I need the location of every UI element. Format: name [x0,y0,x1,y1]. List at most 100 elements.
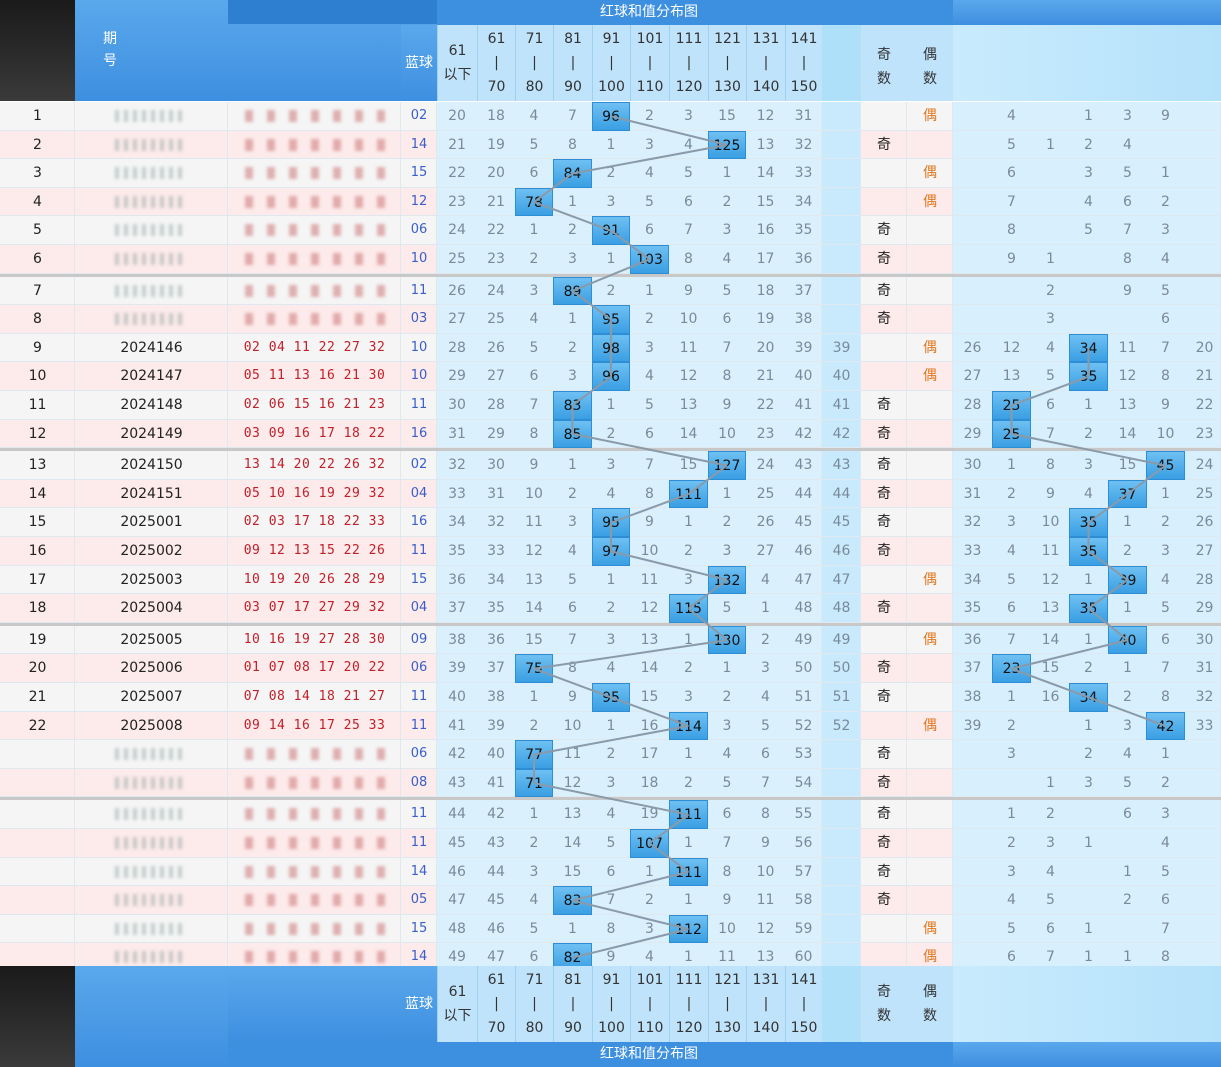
sum-cell: 1 [606,136,616,153]
row-bg-5 [822,102,861,131]
row-bg-7 [907,914,953,944]
sum-cell: 30 [487,457,505,474]
issue-blurred [115,865,185,878]
header-range-4-line-2: 100 [598,79,625,95]
sum-cell: 25 [756,485,775,502]
row-bg-7 [907,419,953,449]
sum-cell: 8 [722,368,732,385]
right-highlight: 37 [1108,479,1147,509]
header-range-5: 101 | 110 [630,25,669,101]
header-odd-cell: 奇 数 [861,25,907,101]
row-number: 14 [28,485,47,502]
right-cell: 4 [1084,193,1093,210]
row-bg-0 [0,159,75,188]
footer-range-6: 111 | 120 [669,966,708,1042]
sum-cell: 24 [448,222,466,239]
sum-cell: 12 [756,108,775,124]
sum-cell: 7 [684,222,693,239]
sum-cell: 2 [529,251,539,267]
row-bg-1 [75,391,228,420]
right-cell: 15 [1118,457,1137,474]
sum-cell: 13 [525,571,543,588]
right-cell: 27 [963,368,982,385]
extra-cell: 52 [832,717,851,734]
row-bg-5 [822,187,861,217]
sum-cell: 18 [756,282,775,299]
right-cell: 3 [1161,222,1170,239]
sum-cell: 2 [722,514,732,531]
blue-ball: 03 [410,311,428,327]
right-cell: 5 [1161,282,1170,299]
right-highlight: 35 [1069,594,1108,623]
header-range-6-line-2: 120 [675,79,703,95]
even-mark: 偶 [923,717,937,734]
footer-range-6-line-2: 120 [675,1020,703,1036]
footer-range-4-line-2: 100 [598,1020,625,1036]
header-range-8-line-0: 131 [752,31,780,47]
right-cell: 1 [1084,571,1093,588]
row-bg-1 [75,537,228,566]
sum-cell: 12 [525,543,543,559]
row-bg-5 [822,565,861,595]
row-bg-5 [822,479,861,509]
footer-range-3-line-1: | [570,996,576,1012]
sum-cell: 2 [568,485,577,502]
issue-number: 2024148 [120,397,183,413]
sum-cell: 6 [722,311,732,328]
header-right-area [953,25,1221,101]
red-balls: 02 04 11 22 27 32 [243,339,386,355]
right-cell: 28 [1195,571,1214,588]
row-bg-7 [907,565,953,595]
row-bg-2 [228,625,401,655]
right-cell: 2 [1046,282,1055,299]
row-bg-5 [822,537,861,566]
even-mark: 偶 [923,108,937,124]
sum-cell: 1 [606,397,616,413]
blue-ball: 08 [410,774,428,790]
right-cell: 5 [1046,368,1055,385]
sum-cell: 2 [606,165,616,182]
footer-range-6-line-0: 111 [675,972,703,988]
blue-ball: 11 [410,397,428,412]
row-bg-3 [401,451,437,480]
odd-mark: 奇 [877,806,891,823]
sum-highlight: 127 [708,451,746,480]
right-highlight: 40 [1108,625,1147,655]
row-bg-3 [401,625,437,655]
right-cell: 3 [1084,457,1093,474]
right-cell: 10 [1156,425,1175,442]
row-bg-3 [401,187,437,217]
footer-range-0-line-1: 以下 [443,1008,472,1024]
sum-cell: 38 [794,311,813,328]
row-bg-2 [228,333,401,363]
right-cell: 5 [1084,222,1093,239]
row-bg-5 [822,914,861,944]
row-bg-3 [401,768,437,798]
row-bg-8 [953,565,1221,595]
row-bg-5 [822,305,861,334]
sum-cell: 4 [606,485,616,502]
sum-cell: 2 [645,108,654,124]
row-bg-5 [822,419,861,449]
right-highlight: 42 [1146,711,1185,741]
row-bg-5 [822,625,861,655]
sum-highlight: 125 [708,130,746,160]
sum-cell: 14 [525,600,543,617]
row-bg-3 [401,276,437,306]
right-cell: 1 [1007,806,1016,823]
odd-mark: 奇 [877,746,891,763]
right-highlight: 25 [992,419,1031,449]
footer-range-5-line-2: 110 [636,1020,664,1036]
blue-ball: 10 [410,251,428,266]
right-cell: 13 [1118,397,1137,413]
header-range-1-line-0: 61 [487,31,506,47]
right-cell: 12 [1041,571,1060,588]
row-bg-5 [822,216,861,245]
sum-cell: 15 [640,689,659,705]
row-number: 9 [33,339,42,356]
red-balls: 02 06 15 16 21 23 [243,397,386,412]
row-bg-4 [437,187,822,217]
row-number: 19 [28,631,47,648]
odd-mark: 奇 [877,660,891,677]
odd-mark: 奇 [877,251,891,267]
